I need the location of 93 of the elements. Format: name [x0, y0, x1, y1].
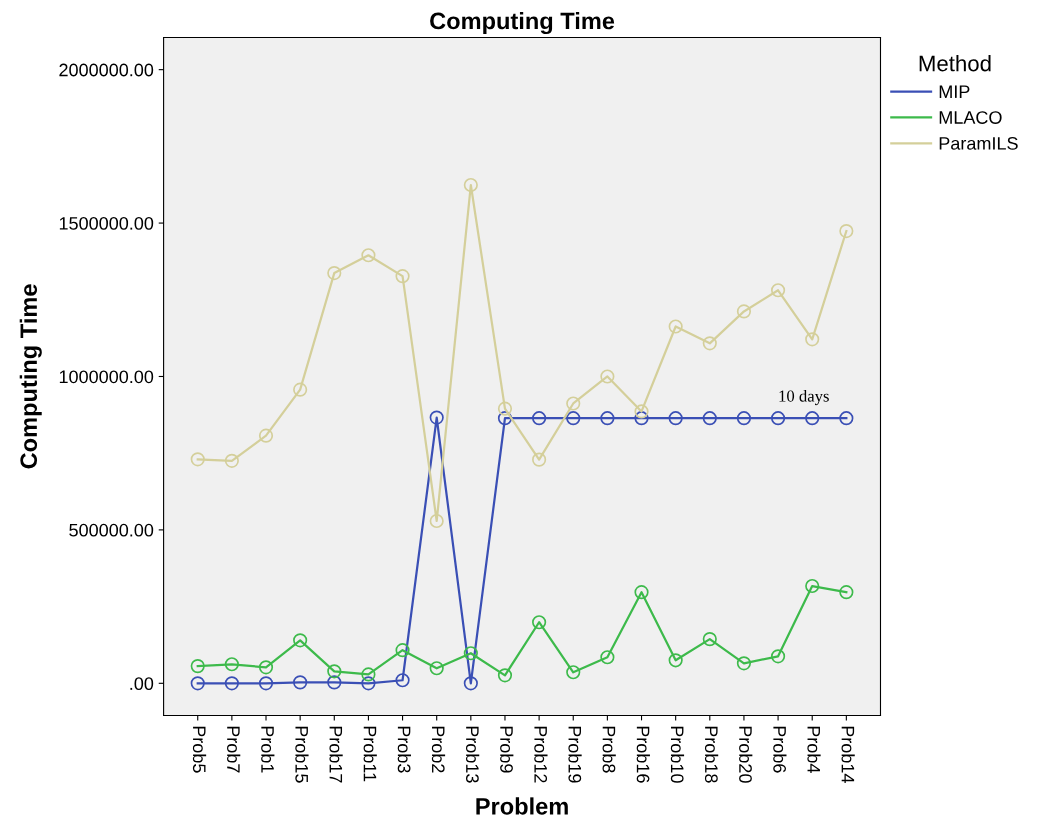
- point: [668, 411, 683, 426]
- y-tick-label: 2000000.00: [59, 63, 154, 77]
- point: [361, 667, 376, 682]
- x-tick-label: Prob12: [534, 726, 548, 783]
- point: [190, 659, 205, 674]
- legend-label: MLACO: [939, 111, 1002, 124]
- point: [736, 411, 752, 426]
- legend-label: ParamILS: [939, 136, 1018, 150]
- point: [293, 633, 308, 648]
- point: [190, 452, 205, 467]
- point: [463, 676, 478, 691]
- point: [327, 265, 342, 281]
- point: [293, 675, 308, 690]
- point: [770, 411, 786, 426]
- point: [224, 453, 239, 468]
- point: [702, 411, 717, 426]
- y-tick-label: .00: [130, 677, 154, 691]
- point: [600, 411, 615, 426]
- x-tick-label: Prob19: [568, 726, 582, 783]
- point: [702, 336, 717, 351]
- point: [634, 411, 649, 426]
- point: [327, 664, 342, 679]
- point: [532, 615, 547, 630]
- point: [293, 382, 308, 397]
- point: [839, 411, 854, 426]
- x-tick-label: Prob8: [602, 726, 616, 773]
- x-tick-label: Prob15: [295, 726, 309, 783]
- point: [497, 401, 513, 416]
- point: [258, 428, 274, 443]
- point: [839, 223, 854, 239]
- point: [429, 410, 444, 425]
- chart-title: Computing Time: [430, 12, 615, 35]
- point: [395, 673, 410, 688]
- legend-title: Method: [919, 55, 991, 72]
- point: [532, 411, 547, 426]
- x-tick-label: Prob3: [397, 726, 411, 773]
- point: [258, 676, 274, 691]
- point: [395, 269, 410, 284]
- y-tick-label: 1000000.00: [59, 370, 154, 384]
- point: [702, 632, 717, 647]
- point: [532, 452, 547, 467]
- point: [429, 661, 444, 676]
- point: [668, 653, 683, 668]
- x-tick-label: Prob6: [773, 726, 787, 773]
- point: [361, 248, 376, 263]
- x-tick-label: Prob18: [704, 726, 719, 783]
- x-tick-label: Prob17: [329, 726, 343, 783]
- point: [566, 665, 581, 680]
- point: [805, 578, 820, 594]
- x-tick-label: Prob13: [465, 726, 480, 783]
- point: [566, 396, 581, 411]
- point: [463, 646, 478, 661]
- point: [736, 304, 752, 319]
- x-tick-label: Prob10: [670, 726, 685, 783]
- point: [463, 177, 478, 193]
- point: [258, 660, 274, 675]
- point: [600, 650, 615, 665]
- x-tick-label: Prob16: [636, 726, 650, 783]
- x-tick-label: Prob2: [431, 726, 446, 773]
- x-tick-label: Prob7: [227, 726, 241, 773]
- y-axis-title: Computing Time: [19, 284, 42, 469]
- point: [327, 675, 342, 690]
- point: [361, 676, 376, 691]
- point: [429, 513, 444, 529]
- x-tick-label: Prob14: [841, 726, 855, 783]
- point: [634, 404, 649, 419]
- point: [600, 369, 615, 384]
- point: [736, 656, 752, 671]
- point: [224, 676, 239, 691]
- annotation: 10 days: [779, 389, 829, 406]
- x-tick-label: Prob11: [363, 726, 377, 782]
- x-tick-label: Prob5: [192, 726, 207, 773]
- x-tick-label: Prob4: [807, 726, 821, 773]
- point: [395, 643, 410, 658]
- point: [497, 411, 513, 426]
- point: [770, 649, 786, 664]
- point: [805, 411, 820, 426]
- y-tick-label: 1500000.00: [59, 217, 154, 230]
- y-tick-label: 500000.00: [69, 523, 154, 537]
- point: [839, 585, 854, 600]
- x-axis-title: Problem: [476, 797, 568, 815]
- legend-label: MIP: [939, 85, 970, 98]
- point: [224, 657, 239, 672]
- x-tick-label: Prob1: [261, 726, 275, 773]
- x-tick-label: Prob20: [739, 726, 753, 783]
- point: [566, 411, 581, 426]
- point: [668, 319, 683, 334]
- point: [190, 676, 205, 691]
- point: [770, 283, 786, 298]
- point: [497, 668, 513, 683]
- x-tick-label: Prob9: [500, 726, 514, 773]
- point: [805, 332, 820, 347]
- point: [634, 585, 649, 600]
